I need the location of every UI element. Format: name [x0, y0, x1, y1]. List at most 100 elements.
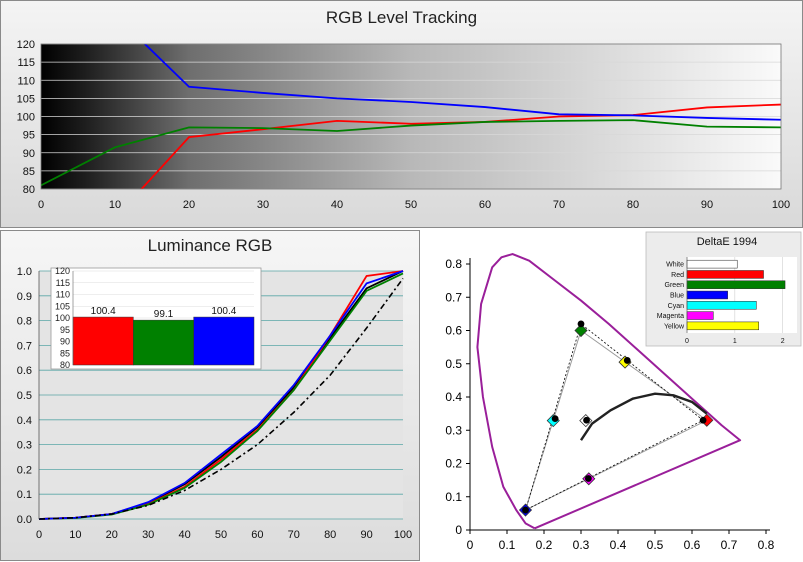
- inset-ytick-label-100: 100: [55, 313, 70, 323]
- rgb-xtick-label-70: 70: [553, 199, 565, 211]
- lum-xtick-label-20: 20: [106, 529, 118, 541]
- deltae-bar-magenta: [686, 311, 714, 320]
- lum-xtick-label-30: 30: [142, 529, 154, 541]
- cie-xtick-label-8: 0.8: [758, 538, 775, 552]
- luminance-rgb-panel: Luminance RGB 0.0 0.1 0.2 0.3 0.4 0.5 0.6 0.7 0.…: [0, 230, 420, 561]
- rgb-level-tracking-panel: RGB Level Tracking 80 85 90 95 100 105 110 115 1…: [0, 0, 803, 228]
- deltae-bar-cyan: [686, 301, 757, 310]
- deltae-bar-yellow: [686, 321, 759, 331]
- inset-ytick-label-120: 120: [55, 266, 70, 276]
- rgb-ytick-label-95: 95: [23, 130, 35, 142]
- rgb-xtick-label-40: 40: [331, 199, 343, 211]
- rgb-series-green: [41, 119, 781, 187]
- rgb-ytick-label-105: 105: [17, 93, 35, 105]
- rgb-ytick-label-110: 110: [17, 75, 35, 87]
- lum-series-target: [38, 277, 404, 520]
- rgb-ytick-label-85: 85: [23, 166, 35, 178]
- cie-xtick-label-6: 0.6: [684, 538, 701, 552]
- inset-bar-blue: [193, 316, 255, 366]
- inset-ytick-label-90: 90: [60, 337, 70, 347]
- lum-ytick-label-6: 0.6: [17, 365, 32, 377]
- rgb-xtick-label-50: 50: [405, 199, 417, 211]
- rgb-tracking-title: RGB Level Tracking: [325, 8, 478, 27]
- deltae-bar-white: [686, 259, 738, 269]
- cie-xtick-label-1: 0.1: [499, 538, 516, 552]
- cie-measured-cyan: [551, 415, 559, 423]
- inset-value-label-red: 100.4: [91, 306, 116, 317]
- rgb-xtick-label-30: 30: [257, 199, 269, 211]
- cie-spectral-locus: [476, 253, 742, 530]
- lum-ytick-label-1: 0.1: [17, 489, 32, 501]
- deltae-label-white: White: [666, 262, 684, 269]
- lum-xtick-label-90: 90: [360, 529, 372, 541]
- rgb-series-group: [41, 44, 781, 189]
- lum-ytick-label-7: 0.7: [17, 340, 32, 352]
- lum-xtick-label-40: 40: [178, 529, 190, 541]
- cie-xtick-label-4: 0.4: [610, 538, 627, 552]
- lum-ytick-label-8: 0.8: [17, 316, 32, 328]
- deltae-label-magenta: Magenta: [657, 313, 684, 320]
- cie-target-green: [574, 323, 588, 338]
- rgb-ytick-label-100: 100: [17, 112, 35, 124]
- cie-ytick-label-6: 0.6: [445, 324, 462, 338]
- rgb-xtick-label-10: 10: [109, 199, 121, 211]
- rgb-plot-border: [40, 43, 782, 190]
- luminance-title: Luminance RGB: [147, 236, 273, 255]
- deltae-bar-green: [686, 280, 786, 289]
- cie-xtick-label-0: 0: [467, 538, 474, 552]
- deltae-label-cyan: Cyan: [668, 303, 684, 310]
- rgb-ytick-label-115: 115: [17, 57, 35, 69]
- lum-ytick-label-0: 0.0: [17, 514, 32, 526]
- inset-ytick-label-105: 105: [55, 301, 70, 311]
- cie-ytick-label-2: 0.2: [445, 457, 462, 471]
- deltae-label-green: Green: [665, 282, 685, 289]
- rgb-xtick-label-90: 90: [701, 199, 713, 211]
- rgb-ytick-label-80: 80: [23, 184, 35, 196]
- cie-ytick-label-5: 0.5: [445, 357, 462, 371]
- inset-bar-red: [72, 316, 134, 366]
- cie-ytick-label-3: 0.3: [445, 423, 462, 437]
- luminance-chart: 0.0 0.1 0.2 0.3 0.4 0.5 0.6 0.7 0.8 0.9 1.0 0 10 20 30…: [17, 266, 412, 541]
- inset-ytick-label-95: 95: [60, 325, 70, 335]
- rgb-series-blue: [143, 44, 781, 121]
- deltae-xtick-label-0: 0: [685, 338, 689, 345]
- lum-ytick-label-9: 0.9: [17, 291, 32, 303]
- inset-ytick-label-115: 115: [56, 278, 70, 288]
- lum-ytick-label-5: 0.5: [17, 390, 32, 402]
- cie-ytick-label-0: 0: [455, 523, 462, 537]
- inset-value-label-blue: 100.4: [211, 306, 236, 317]
- lum-ytick-label-2: 0.2: [17, 464, 32, 476]
- rgb-xtick-label-0: 0: [38, 199, 44, 211]
- inset-value-label-green: 99.1: [154, 309, 174, 320]
- lum-xtick-label-70: 70: [288, 529, 300, 541]
- lum-xtick-label-0: 0: [36, 529, 42, 541]
- cie-measured-blue: [522, 506, 529, 514]
- lum-ytick-label-10: 1.0: [17, 266, 32, 278]
- rgb-xtick-label-100: 100: [772, 199, 790, 211]
- inset-ytick-label-110: 110: [56, 290, 70, 300]
- cie-xtick-label-2: 0.2: [536, 538, 553, 552]
- cie-measured-green: [577, 320, 585, 328]
- deltae-xtick-label-1: 1: [733, 338, 737, 345]
- rgb-xtick-label-80: 80: [627, 199, 639, 211]
- rgb-xtick-label-60: 60: [479, 199, 491, 211]
- cie-measured-magenta: [585, 475, 592, 482]
- inset-ytick-label-85: 85: [60, 348, 70, 358]
- cie-planckian-locus: [580, 392, 708, 441]
- cie-xtick-label-5: 0.5: [647, 538, 664, 552]
- rgb-series-red: [140, 103, 781, 189]
- lum-xtick-label-80: 80: [324, 529, 336, 541]
- rgb-ytick-label-90: 90: [23, 148, 35, 160]
- lum-xtick-label-50: 50: [215, 529, 227, 541]
- cie-measured-red: [699, 416, 707, 424]
- deltae-label-red: Red: [671, 272, 684, 279]
- rgb-xtick-label-20: 20: [183, 199, 195, 211]
- cie-ytick-label-4: 0.4: [445, 390, 462, 404]
- lum-xtick-label-10: 10: [69, 529, 81, 541]
- deltae-label-blue: Blue: [670, 293, 684, 300]
- deltae-label-yellow: Yellow: [664, 323, 685, 330]
- cie-ytick-label-1: 0.1: [445, 490, 462, 504]
- cie-chart: 0 0.1 0.2 0.3 0.4 0.5 0.6 0.7 0.8 0 0.1 0.2 0.3 0.4 0.…: [445, 231, 802, 552]
- lum-xtick-label-60: 60: [251, 529, 263, 541]
- deltae-bar-red: [686, 270, 764, 279]
